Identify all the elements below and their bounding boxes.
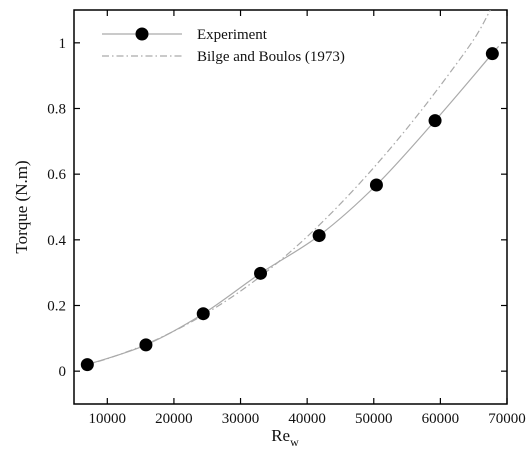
x-axis-label-main: Re — [271, 426, 290, 445]
x-tick-label: 40000 — [288, 411, 326, 427]
experiment-point — [369, 178, 383, 192]
x-tick-label: 50000 — [355, 411, 393, 427]
experiment-point — [428, 114, 442, 128]
y-tick-label: 1 — [59, 36, 67, 52]
x-tick-label: 70000 — [488, 411, 526, 427]
plot-frame — [73, 9, 508, 405]
experiment-point — [139, 338, 153, 352]
legend: Experiment Bilge and Boulos (1973) — [102, 27, 345, 65]
experiment-point — [312, 229, 326, 243]
y-tick-label: 0.4 — [47, 233, 66, 249]
y-tick-label: 0 — [59, 364, 67, 380]
x-tick-label: 10000 — [89, 411, 127, 427]
experiment-point — [485, 47, 499, 61]
x-axis-label: Rew — [271, 426, 299, 449]
legend-marker-experiment — [135, 27, 149, 41]
axis-ticks: 10000 20000 30000 40000 50000 60000 70000 0 0.2 0… — [47, 10, 526, 427]
legend-label-experiment: Experiment — [197, 27, 268, 43]
y-tick-label: 0.6 — [47, 167, 66, 183]
x-axis-label-subscript: w — [290, 435, 299, 449]
experiment-point — [196, 307, 210, 321]
experiment-point — [254, 266, 268, 280]
x-tick-label: 60000 — [422, 411, 460, 427]
experiment-markers — [80, 47, 499, 372]
experiment-point — [80, 358, 94, 372]
y-tick-label: 0.2 — [47, 299, 66, 315]
x-tick-label: 20000 — [155, 411, 193, 427]
x-tick-label: 30000 — [222, 411, 260, 427]
series-line-experiment — [87, 46, 499, 366]
legend-label-bilge-boulos: Bilge and Boulos (1973) — [197, 49, 345, 65]
y-tick-label: 0.8 — [47, 102, 66, 118]
y-axis-label: Torque (N.m) — [12, 160, 31, 253]
